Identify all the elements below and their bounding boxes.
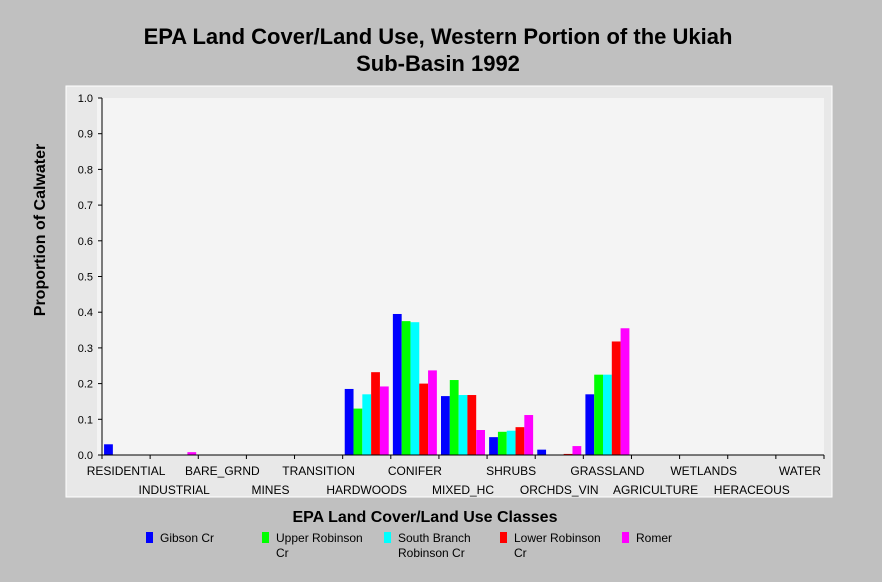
- y-tick-label: 0.1: [78, 414, 93, 426]
- bar: [104, 444, 113, 455]
- bar: [371, 372, 380, 455]
- y-tick-label: 0.6: [78, 236, 93, 248]
- y-tick-label: 0.4: [78, 307, 93, 319]
- bars-group: [104, 313, 630, 455]
- chart-title: EPA Land Cover/Land Use, Western Portion…: [144, 24, 733, 49]
- category-label: INDUSTRIAL: [139, 483, 211, 497]
- bar: [419, 383, 429, 455]
- bar: [362, 394, 372, 455]
- bar: [392, 313, 402, 455]
- category-label: SHRUBS: [486, 464, 536, 478]
- y-axis-title: Proportion of Calwater: [32, 144, 49, 316]
- bar: [379, 386, 389, 455]
- y-tick-label: 0.2: [78, 379, 93, 391]
- bar: [572, 446, 582, 455]
- category-label: AGRICULTURE: [613, 483, 698, 497]
- bar: [515, 427, 525, 455]
- legend-swatch: [146, 532, 153, 543]
- y-tick-label: 0.8: [78, 164, 93, 176]
- bar: [585, 394, 595, 455]
- category-label: WETLANDS: [670, 464, 737, 478]
- y-tick-label: 1.0: [78, 93, 93, 105]
- y-axis: 0.0 0.1 0.2 0.3 0.4 0.5 0.6 0.7 0.8 0.9 1.0: [78, 93, 103, 462]
- legend-swatch: [500, 532, 507, 543]
- legend-swatch: [384, 532, 391, 543]
- y-tick-label: 0.9: [78, 129, 93, 141]
- legend-label: Gibson Cr: [160, 531, 214, 545]
- legend-swatch: [622, 532, 629, 543]
- bar: [476, 430, 485, 455]
- bar: [537, 449, 547, 455]
- y-tick-label: 0.0: [78, 450, 93, 462]
- legend-label: Romer: [636, 531, 672, 545]
- bar: [489, 437, 498, 455]
- legend-label: Upper Robinson: [276, 531, 363, 545]
- bar: [458, 395, 468, 455]
- category-label: ORCHDS_VIN: [520, 483, 599, 497]
- category-label: WATER: [779, 464, 821, 478]
- category-label: RESIDENTIAL: [87, 464, 166, 478]
- category-label: TRANSITION: [282, 464, 355, 478]
- bar: [410, 322, 420, 455]
- legend-label: Cr: [514, 546, 527, 560]
- category-label: HARDWOODS: [326, 483, 407, 497]
- legend-label: South Branch: [398, 531, 471, 545]
- bar: [353, 408, 363, 455]
- y-tick-label: 0.3: [78, 343, 93, 355]
- category-label: BARE_GRND: [185, 464, 260, 478]
- bar: [467, 395, 477, 455]
- category-label: CONIFER: [388, 464, 442, 478]
- y-tick-label: 0.5: [78, 272, 93, 284]
- x-axis: RESIDENTIAL INDUSTRIAL BARE_GRND MINES TRANS…: [87, 454, 825, 497]
- bar: [449, 380, 459, 455]
- legend-label: Lower Robinson: [514, 531, 601, 545]
- y-tick-label: 0.7: [78, 200, 93, 212]
- category-label: GRASSLAND: [570, 464, 644, 478]
- bar: [401, 321, 411, 455]
- x-axis-title: EPA Land Cover/Land Use Classes: [293, 509, 558, 526]
- bar: [620, 328, 630, 455]
- legend-label: Robinson Cr: [398, 546, 465, 560]
- bar: [344, 388, 354, 455]
- legend-swatch: [262, 532, 269, 543]
- chart-subtitle: Sub-Basin 1992: [356, 51, 520, 76]
- bar: [428, 370, 437, 455]
- legend-label: Cr: [276, 546, 289, 560]
- bar: [611, 341, 621, 455]
- bar: [187, 452, 197, 455]
- category-label: HERACEOUS: [714, 483, 790, 497]
- bar: [594, 374, 603, 455]
- bar: [441, 396, 450, 455]
- bar: [524, 415, 534, 455]
- bar: [563, 453, 573, 455]
- category-label: MINES: [251, 483, 289, 497]
- bar: [603, 374, 612, 455]
- bar: [506, 430, 516, 455]
- bar: [497, 431, 507, 455]
- category-label: MIXED_HC: [432, 483, 494, 497]
